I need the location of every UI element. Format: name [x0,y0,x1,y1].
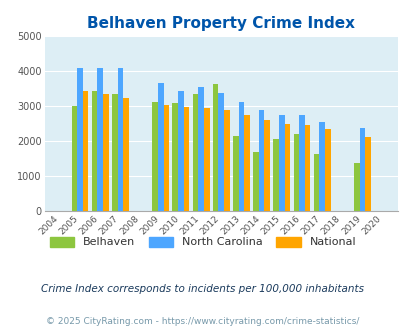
Legend: Belhaven, North Carolina, National: Belhaven, North Carolina, National [45,232,360,252]
Bar [183,107,189,211]
Title: Belhaven Property Crime Index: Belhaven Property Crime Index [87,16,354,31]
Bar [218,93,224,211]
Bar [313,154,319,211]
Bar [163,105,169,211]
Bar [238,102,244,211]
Bar [359,128,364,211]
Bar [77,69,83,211]
Bar [71,106,77,211]
Bar [123,98,128,211]
Bar [152,102,158,211]
Bar [364,137,370,211]
Bar [158,83,163,211]
Text: © 2025 CityRating.com - https://www.cityrating.com/crime-statistics/: © 2025 CityRating.com - https://www.city… [46,317,359,326]
Bar [178,90,183,211]
Bar [172,103,178,211]
Bar [253,152,258,211]
Bar [284,124,290,211]
Bar [112,94,117,211]
Bar [192,94,198,211]
Bar [212,83,218,211]
Bar [103,94,109,211]
Bar [224,111,229,211]
Bar [304,125,310,211]
Bar [203,108,209,211]
Bar [353,163,359,211]
Bar [293,134,298,211]
Bar [298,115,304,211]
Bar [92,90,97,211]
Bar [319,122,324,211]
Bar [97,68,103,211]
Bar [264,120,269,211]
Text: Crime Index corresponds to incidents per 100,000 inhabitants: Crime Index corresponds to incidents per… [41,284,364,294]
Bar [258,110,264,211]
Bar [83,90,88,211]
Bar [273,139,278,211]
Bar [244,115,249,211]
Bar [232,136,238,211]
Bar [117,69,123,211]
Bar [324,129,330,211]
Bar [198,87,203,211]
Bar [278,115,284,211]
